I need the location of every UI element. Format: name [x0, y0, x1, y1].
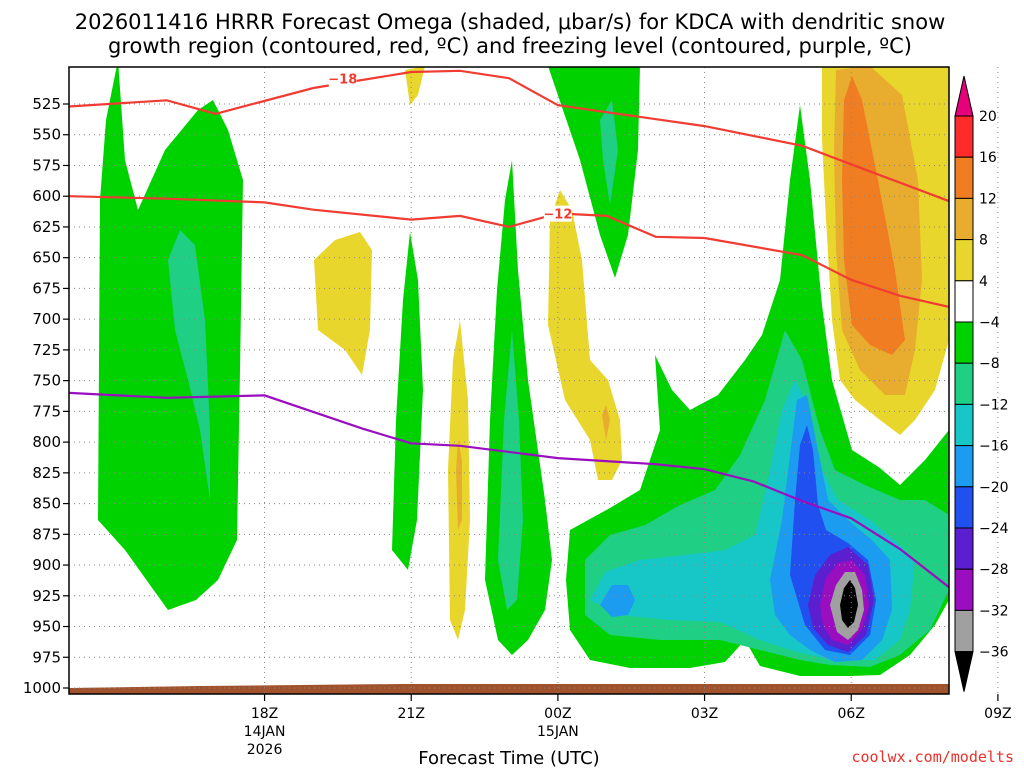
chart-title-line-2: growth region (contoured, red, ºC) and f…: [108, 34, 912, 58]
colorbar-label: −28: [979, 562, 1009, 578]
site-credit[interactable]: coolwx.com/modelts: [851, 748, 1014, 766]
colorbar-swatch: [954, 486, 974, 529]
colorbar-swatch: [954, 239, 974, 282]
x-tick-label: 18Z: [251, 706, 278, 722]
omega-region-teal-4: [600, 100, 618, 205]
colorbar-swatch: [954, 321, 974, 364]
freezing-level-contour: [69, 391, 949, 589]
omega-region-gold-2: [456, 440, 462, 530]
colorbar-label: −20: [979, 480, 1009, 496]
colorbar-label: 4: [979, 274, 988, 290]
colorbar-swatch: [954, 362, 974, 405]
ground-strip: [69, 684, 949, 694]
y-tick-label: 925: [32, 587, 61, 605]
y-tick-label: 800: [32, 433, 61, 451]
y-tick-label: 850: [32, 495, 61, 513]
x-axis-label: Forecast Time (UTC): [418, 748, 599, 768]
colorbar-legend: 20 16 12 8 4 −4 −8 −12 −16 −20 −24 −28 −32 −36: [954, 75, 1009, 692]
omega-shading: [69, 67, 949, 694]
omega-region-green-2: [392, 232, 423, 570]
colorbar-label: −16: [979, 439, 1009, 455]
y-tick-label: 700: [32, 310, 61, 328]
colorbar-label: −32: [979, 603, 1009, 619]
x-tick-label: 00Z: [544, 706, 571, 722]
contour-label: −12: [543, 208, 572, 223]
colorbar-top-arrow: [954, 75, 974, 117]
colorbar-label: 16: [979, 150, 997, 166]
omega-region-teal-2: [498, 330, 523, 610]
x-tick-label: 03Z: [691, 706, 718, 722]
dgz-contour--18: [69, 69, 949, 203]
y-tick-label: 600: [32, 187, 61, 205]
contour-labels: −18 −12: [328, 70, 572, 223]
omega-region-orange-1: [842, 76, 905, 355]
x-axis: 18Z 14JAN 2026 21Z 00Z 15JAN 03Z 06Z 09Z: [244, 694, 1012, 758]
y-tick-label: 775: [32, 402, 61, 420]
y-tick-label: 650: [32, 249, 61, 267]
omega-region-yellow-4: [548, 190, 622, 480]
y-tick-label: 1000: [23, 679, 61, 697]
contour-label: −18: [328, 72, 357, 87]
colorbar-label: 12: [979, 191, 997, 207]
omega-region-blue-1: [600, 585, 635, 617]
chart-title-line-1: 2026011416 HRRR Forecast Omega (shaded, …: [75, 10, 946, 34]
x-tick-label: 09Z: [984, 706, 1011, 722]
contour-label-bg: [543, 205, 572, 222]
y-tick-label: 950: [32, 618, 61, 636]
colorbar-swatch: [954, 403, 974, 447]
colorbar-label: −4: [979, 315, 1000, 331]
colorbar-swatch: [954, 156, 974, 199]
x-tick-label: 21Z: [398, 706, 425, 722]
x-tick-sublabel: 14JAN: [244, 724, 286, 740]
y-tick-label: 575: [32, 156, 61, 174]
colorbar-swatch: [954, 568, 974, 611]
colorbar-label: −12: [979, 397, 1009, 413]
y-tick-label: 825: [32, 464, 61, 482]
contour-label-bg: [328, 70, 357, 87]
y-tick-label: 625: [32, 218, 61, 236]
y-tick-label: 875: [32, 525, 61, 543]
colorbar-label: −8: [979, 356, 1000, 372]
colorbar-label: 20: [979, 109, 997, 125]
colorbar-bottom-arrow: [954, 651, 974, 692]
y-tick-label: 725: [32, 341, 61, 359]
y-tick-label: 900: [32, 556, 61, 574]
plot-area: −18 −12: [68, 66, 999, 695]
y-tick-label: 525: [32, 95, 61, 113]
colorbar-swatch: [954, 445, 974, 488]
omega-region-yellow-2: [405, 67, 425, 105]
x-tick-label: 06Z: [838, 706, 865, 722]
colorbar-label: −24: [979, 521, 1009, 537]
x-tick-sublabel: 2026: [247, 742, 283, 758]
colorbar-swatch: [954, 609, 974, 653]
omega-region-yellow-1: [314, 232, 372, 375]
colorbar-swatch: [954, 280, 974, 323]
x-tick-sublabel: 15JAN: [537, 724, 579, 740]
omega-region-green-4: [548, 67, 640, 278]
colorbar-swatch: [954, 197, 974, 241]
colorbar-label: −36: [979, 645, 1009, 661]
colorbar-label: 8: [979, 233, 988, 249]
omega-region-teal-1: [168, 230, 210, 500]
y-axis: 525 550 575 600 625 650 675 700 725 750 775 800 825 8…: [23, 95, 69, 697]
y-tick-label: 550: [32, 126, 61, 144]
omega-region-black-1: [840, 580, 858, 628]
contour-lines: [69, 69, 949, 589]
y-tick-label: 750: [32, 372, 61, 390]
grid-lines: [69, 67, 999, 694]
y-tick-label: 675: [32, 279, 61, 297]
dgz-contour--12: [69, 195, 949, 309]
y-tick-label: 975: [32, 648, 61, 666]
omega-region-gold-3: [602, 405, 610, 440]
colorbar-swatch: [954, 115, 974, 158]
colorbar-swatch: [954, 527, 974, 570]
